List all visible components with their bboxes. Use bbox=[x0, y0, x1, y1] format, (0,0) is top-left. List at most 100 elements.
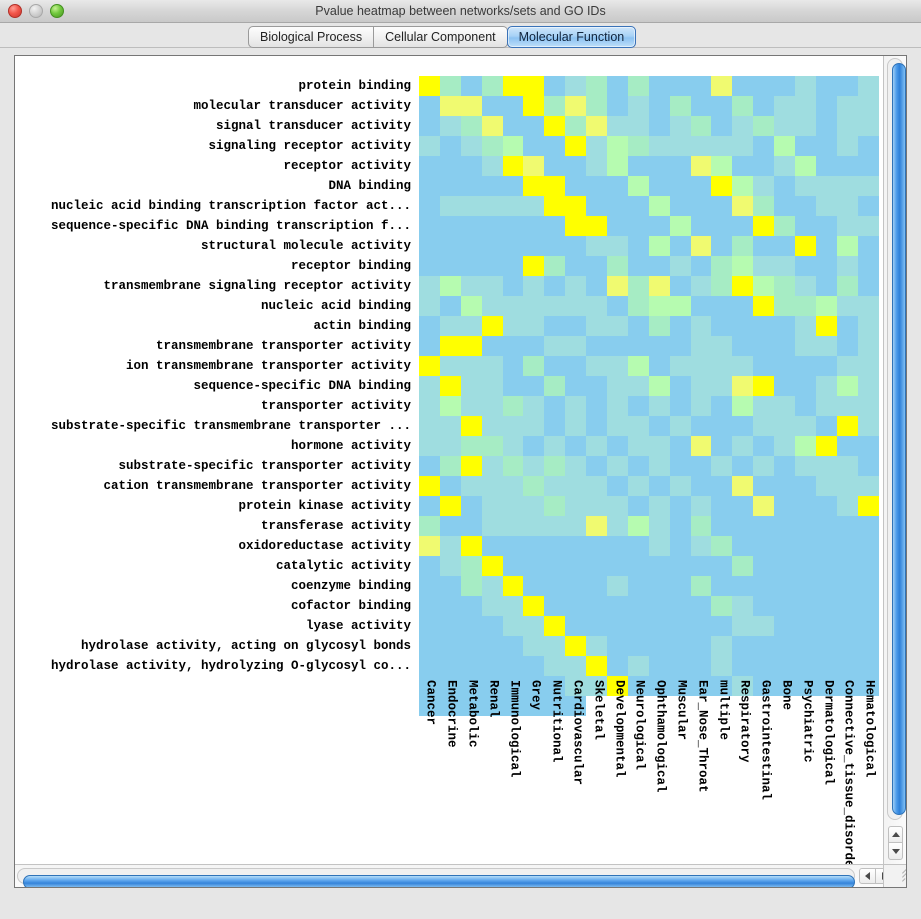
heatmap-cell[interactable] bbox=[439, 236, 461, 256]
heatmap-cell[interactable] bbox=[544, 76, 566, 96]
heatmap-cell[interactable] bbox=[669, 536, 691, 556]
heatmap-cell[interactable] bbox=[669, 296, 691, 316]
heatmap-cell[interactable] bbox=[586, 136, 608, 156]
heatmap-cell[interactable] bbox=[753, 656, 775, 676]
heatmap-cell[interactable] bbox=[753, 556, 775, 576]
heatmap-cell[interactable] bbox=[565, 116, 587, 136]
heatmap-cell[interactable] bbox=[544, 256, 566, 276]
heatmap-cell[interactable] bbox=[627, 176, 649, 196]
heatmap-cell[interactable] bbox=[857, 676, 879, 696]
heatmap-cell[interactable] bbox=[502, 176, 524, 196]
heatmap-cell[interactable] bbox=[460, 236, 482, 256]
heatmap-cell[interactable] bbox=[565, 376, 587, 396]
heatmap-cell[interactable] bbox=[586, 556, 608, 576]
heatmap-cell[interactable] bbox=[481, 296, 503, 316]
heatmap-cell[interactable] bbox=[753, 436, 775, 456]
heatmap-cell[interactable] bbox=[419, 376, 440, 396]
heatmap-cell[interactable] bbox=[857, 336, 879, 356]
heatmap-cell[interactable] bbox=[523, 96, 545, 116]
heatmap-cell[interactable] bbox=[460, 556, 482, 576]
heatmap-cell[interactable] bbox=[419, 96, 440, 116]
heatmap-cell[interactable] bbox=[669, 596, 691, 616]
heatmap-cell[interactable] bbox=[502, 596, 524, 616]
heatmap-cell[interactable] bbox=[774, 456, 796, 476]
heatmap-cell[interactable] bbox=[586, 576, 608, 596]
heatmap-cell[interactable] bbox=[732, 356, 754, 376]
heatmap-cell[interactable] bbox=[857, 316, 879, 336]
heatmap-cell[interactable] bbox=[753, 536, 775, 556]
heatmap-cell[interactable] bbox=[795, 576, 816, 596]
heatmap-cell[interactable] bbox=[815, 656, 837, 676]
heatmap-cell[interactable] bbox=[815, 596, 837, 616]
heatmap-cell[interactable] bbox=[607, 96, 628, 116]
heatmap-cell[interactable] bbox=[481, 176, 503, 196]
heatmap-cell[interactable] bbox=[669, 236, 691, 256]
heatmap-cell[interactable] bbox=[586, 276, 608, 296]
heatmap-cell[interactable] bbox=[836, 436, 858, 456]
heatmap-cell[interactable] bbox=[774, 656, 796, 676]
heatmap-cell[interactable] bbox=[419, 536, 440, 556]
heatmap-cell[interactable] bbox=[460, 116, 482, 136]
heatmap-cell[interactable] bbox=[607, 276, 628, 296]
heatmap-cell[interactable] bbox=[732, 576, 754, 596]
heatmap-cell[interactable] bbox=[502, 76, 524, 96]
heatmap-cell[interactable] bbox=[523, 396, 545, 416]
heatmap-cell[interactable] bbox=[815, 96, 837, 116]
heatmap-cell[interactable] bbox=[523, 496, 545, 516]
heatmap-cell[interactable] bbox=[460, 336, 482, 356]
heatmap-cell[interactable] bbox=[419, 156, 440, 176]
heatmap-cell[interactable] bbox=[460, 656, 482, 676]
heatmap-cell[interactable] bbox=[815, 536, 837, 556]
heatmap-cell[interactable] bbox=[669, 616, 691, 636]
heatmap-cell[interactable] bbox=[836, 116, 858, 136]
heatmap-cell[interactable] bbox=[648, 576, 670, 596]
heatmap-cell[interactable] bbox=[460, 536, 482, 556]
heatmap-cell[interactable] bbox=[586, 96, 608, 116]
heatmap-cell[interactable] bbox=[795, 476, 816, 496]
heatmap-cell[interactable] bbox=[857, 236, 879, 256]
heatmap-cell[interactable] bbox=[627, 136, 649, 156]
heatmap-cell[interactable] bbox=[523, 196, 545, 216]
heatmap-cell[interactable] bbox=[795, 656, 816, 676]
heatmap-cell[interactable] bbox=[836, 456, 858, 476]
heatmap-cell[interactable] bbox=[439, 216, 461, 236]
heatmap-cell[interactable] bbox=[815, 376, 837, 396]
heatmap-cell[interactable] bbox=[753, 76, 775, 96]
heatmap-cell[interactable] bbox=[795, 516, 816, 536]
heatmap-cell[interactable] bbox=[795, 396, 816, 416]
heatmap-cell[interactable] bbox=[690, 476, 712, 496]
heatmap-cell[interactable] bbox=[544, 676, 566, 696]
heatmap-cell[interactable] bbox=[690, 136, 712, 156]
heatmap-cell[interactable] bbox=[586, 376, 608, 396]
heatmap-cell[interactable] bbox=[607, 396, 628, 416]
heatmap-cell[interactable] bbox=[460, 136, 482, 156]
heatmap-cell[interactable] bbox=[690, 656, 712, 676]
heatmap-cell[interactable] bbox=[711, 616, 733, 636]
heatmap-cell[interactable] bbox=[419, 556, 440, 576]
heatmap-cell[interactable] bbox=[774, 416, 796, 436]
heatmap-cell[interactable] bbox=[669, 96, 691, 116]
heatmap-cell[interactable] bbox=[753, 276, 775, 296]
heatmap-cell[interactable] bbox=[586, 536, 608, 556]
heatmap-cell[interactable] bbox=[648, 156, 670, 176]
heatmap-cell[interactable] bbox=[815, 456, 837, 476]
heatmap-cell[interactable] bbox=[586, 296, 608, 316]
heatmap-cell[interactable] bbox=[836, 416, 858, 436]
heatmap-cell[interactable] bbox=[815, 676, 837, 696]
heatmap-cell[interactable] bbox=[711, 256, 733, 276]
heatmap-cell[interactable] bbox=[502, 416, 524, 436]
heatmap-cell[interactable] bbox=[857, 636, 879, 656]
heatmap-cell[interactable] bbox=[439, 476, 461, 496]
heatmap-cell[interactable] bbox=[502, 256, 524, 276]
heatmap-cell[interactable] bbox=[419, 416, 440, 436]
heatmap-cell[interactable] bbox=[711, 356, 733, 376]
heatmap-cell[interactable] bbox=[795, 316, 816, 336]
heatmap-cell[interactable] bbox=[732, 236, 754, 256]
heatmap-cell[interactable] bbox=[774, 316, 796, 336]
heatmap-cell[interactable] bbox=[711, 296, 733, 316]
heatmap-cell[interactable] bbox=[669, 256, 691, 276]
heatmap-cell[interactable] bbox=[732, 76, 754, 96]
heatmap-cell[interactable] bbox=[648, 616, 670, 636]
scroll-left-button[interactable] bbox=[859, 868, 876, 884]
heatmap-cell[interactable] bbox=[690, 256, 712, 276]
